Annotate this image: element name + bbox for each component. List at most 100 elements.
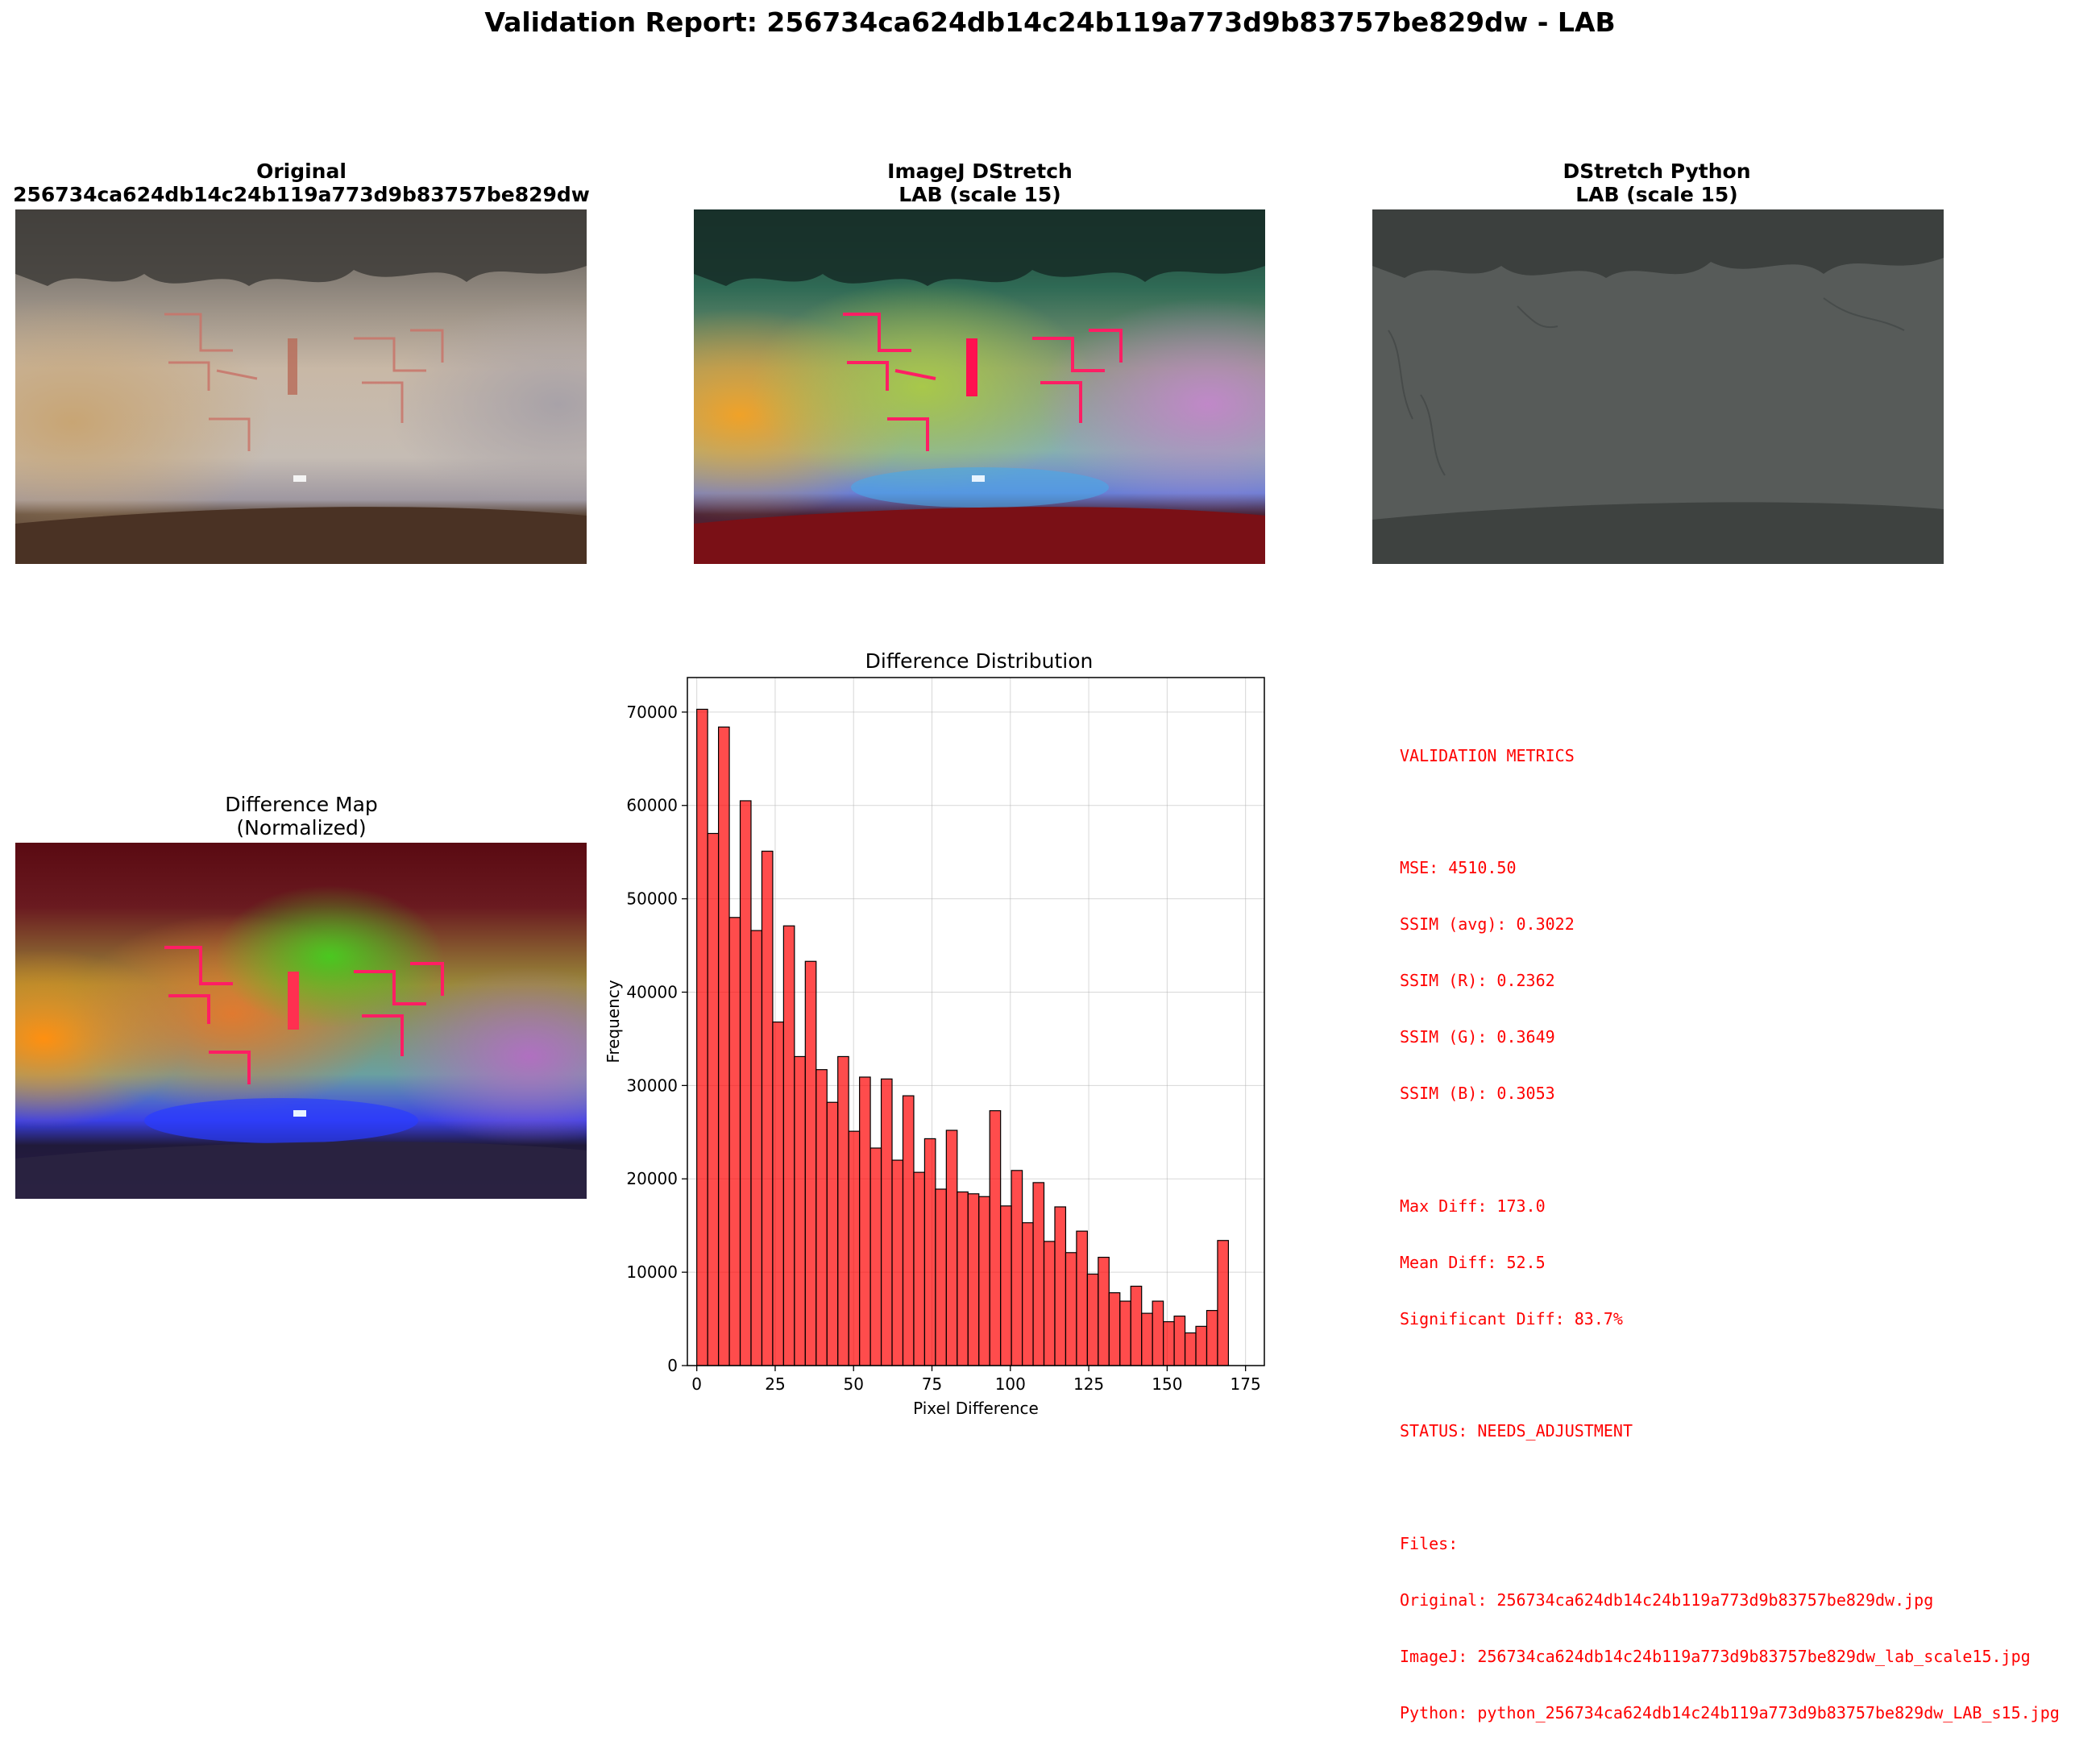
histogram-bar — [1032, 1182, 1045, 1366]
histogram-bar — [957, 1191, 969, 1366]
histogram-bar — [1163, 1320, 1175, 1366]
x-tick-label: 75 — [922, 1374, 942, 1394]
histogram-bar — [1217, 1240, 1230, 1366]
histogram-bar — [739, 800, 752, 1366]
histogram-bar — [923, 1138, 936, 1366]
original-title-line2: 256734ca624db14c24b119a773d9b83757be829d… — [13, 183, 590, 206]
histogram-bar — [945, 1130, 958, 1366]
histogram-bar — [978, 1196, 990, 1366]
histogram-bar — [1173, 1315, 1186, 1366]
metric-max-diff: Max Diff: 173.0 — [1400, 1196, 1546, 1216]
x-tick-label: 175 — [1231, 1374, 1261, 1394]
histogram-bar — [718, 726, 730, 1366]
difference-map-image — [15, 843, 587, 1199]
y-axis-ticks: 0 10000 20000 30000 40000 50000 60000 70000 — [626, 703, 687, 1375]
x-axis-ticks: 0 25 50 75 100 125 150 175 — [691, 1366, 1261, 1394]
histogram-bar — [761, 850, 774, 1366]
histogram-bars — [696, 708, 1230, 1366]
histogram-bar — [794, 1055, 806, 1366]
file-original: Original: 256734ca624db14c24b119a773d9b8… — [1400, 1590, 1934, 1610]
histogram-bar — [1065, 1252, 1077, 1366]
files-heading: Files: — [1400, 1534, 1459, 1554]
histogram-bar — [728, 917, 741, 1366]
histogram-bar — [837, 1055, 849, 1366]
histogram-bar — [1184, 1332, 1197, 1366]
x-tick-label: 150 — [1152, 1374, 1182, 1394]
histogram-bar — [750, 930, 763, 1366]
histogram-bar — [1195, 1325, 1208, 1366]
histogram-bar — [1000, 1205, 1012, 1366]
histogram-bar — [816, 1069, 828, 1366]
histogram-bar — [913, 1171, 926, 1366]
histogram-bar — [1098, 1256, 1110, 1366]
y-tick-label: 0 — [667, 1356, 678, 1375]
histogram-bar — [696, 708, 708, 1366]
histogram-bar — [826, 1101, 839, 1366]
histogram-bar — [1021, 1222, 1034, 1366]
histogram-bar — [859, 1076, 871, 1366]
file-imagej: ImageJ: 256734ca624db14c24b119a773d9b837… — [1400, 1646, 2031, 1666]
plot-frame — [687, 677, 1265, 1366]
validation-metrics: VALIDATION METRICS MSE: 4510.50 SSIM (av… — [1400, 709, 2060, 1741]
y-tick-label: 70000 — [626, 703, 678, 722]
python-title-line2: LAB (scale 15) — [1575, 183, 1738, 206]
imagej-title-line2: LAB (scale 15) — [899, 183, 1061, 206]
y-tick-label: 40000 — [626, 982, 678, 1001]
y-axis-label: Frequency — [604, 980, 623, 1063]
metric-ssim-r: SSIM (R): 0.2362 — [1400, 971, 1555, 991]
histogram-bar — [1054, 1206, 1067, 1366]
histogram-bar — [902, 1095, 915, 1366]
histogram-bar — [1130, 1285, 1143, 1366]
histogram-bar — [1043, 1241, 1056, 1366]
metric-significant-diff: Significant Diff: 83.7% — [1400, 1308, 1623, 1329]
histogram-bar — [1108, 1292, 1121, 1366]
metric-ssim-avg: SSIM (avg): 0.3022 — [1400, 914, 1575, 935]
y-tick-label: 50000 — [626, 889, 678, 909]
file-python: Python: python_256734ca624db14c24b119a77… — [1400, 1702, 2060, 1722]
histogram-bar — [935, 1188, 947, 1366]
imagej-panel-title: ImageJ DStretch LAB (scale 15) — [682, 160, 1278, 206]
histogram-bar — [1119, 1300, 1131, 1366]
python-title-line1: DStretch Python — [1563, 160, 1751, 183]
x-tick-label: 50 — [844, 1374, 864, 1394]
difference-histogram: Difference Distribution 0 25 50 75 100 125 150… — [604, 649, 1265, 1418]
histogram-bar — [707, 832, 720, 1366]
histogram-bar — [782, 925, 795, 1366]
histogram-bar — [1206, 1310, 1218, 1366]
histogram-bar — [1141, 1312, 1153, 1366]
metric-ssim-b: SSIM (B): 0.3053 — [1400, 1083, 1555, 1103]
x-tick-label: 25 — [765, 1374, 785, 1394]
x-tick-label: 125 — [1073, 1374, 1104, 1394]
histogram-bar — [848, 1130, 861, 1366]
original-panel-title: Original 256734ca624db14c24b119a773d9b83… — [3, 160, 600, 206]
histogram-bar — [772, 1021, 784, 1366]
histogram-bar — [1152, 1300, 1164, 1366]
chart-title: Difference Distribution — [865, 649, 1094, 673]
metric-ssim-g: SSIM (G): 0.3649 — [1400, 1027, 1555, 1047]
x-tick-label: 0 — [691, 1374, 702, 1394]
difference-title-line1: Difference Map — [225, 793, 378, 816]
histogram-bar — [880, 1078, 893, 1366]
x-tick-label: 100 — [995, 1374, 1026, 1394]
y-tick-label: 20000 — [626, 1169, 678, 1188]
histogram-bar — [967, 1193, 980, 1366]
histogram-bar — [1076, 1230, 1088, 1366]
histogram-bar — [869, 1147, 882, 1366]
imagej-image — [694, 209, 1265, 564]
imagej-title-line1: ImageJ DStretch — [887, 160, 1073, 183]
original-title-line1: Original — [256, 160, 347, 183]
difference-title-line2: (Normalized) — [236, 816, 367, 839]
y-tick-label: 60000 — [626, 796, 678, 815]
metric-mse: MSE: 4510.50 — [1400, 858, 1517, 878]
report-title: Validation Report: 256734ca624db14c24b11… — [484, 6, 1616, 38]
y-tick-label: 10000 — [626, 1262, 678, 1282]
python-image — [1372, 209, 1944, 564]
histogram-bar — [891, 1159, 904, 1366]
metric-mean-diff: Mean Diff: 52.5 — [1400, 1252, 1546, 1272]
original-image — [15, 209, 587, 564]
x-axis-label: Pixel Difference — [913, 1399, 1039, 1418]
histogram-bar — [1086, 1273, 1099, 1366]
python-panel-title: DStretch Python LAB (scale 15) — [1359, 160, 1955, 206]
difference-panel-title: Difference Map (Normalized) — [3, 793, 600, 839]
histogram-bar — [989, 1110, 1002, 1366]
